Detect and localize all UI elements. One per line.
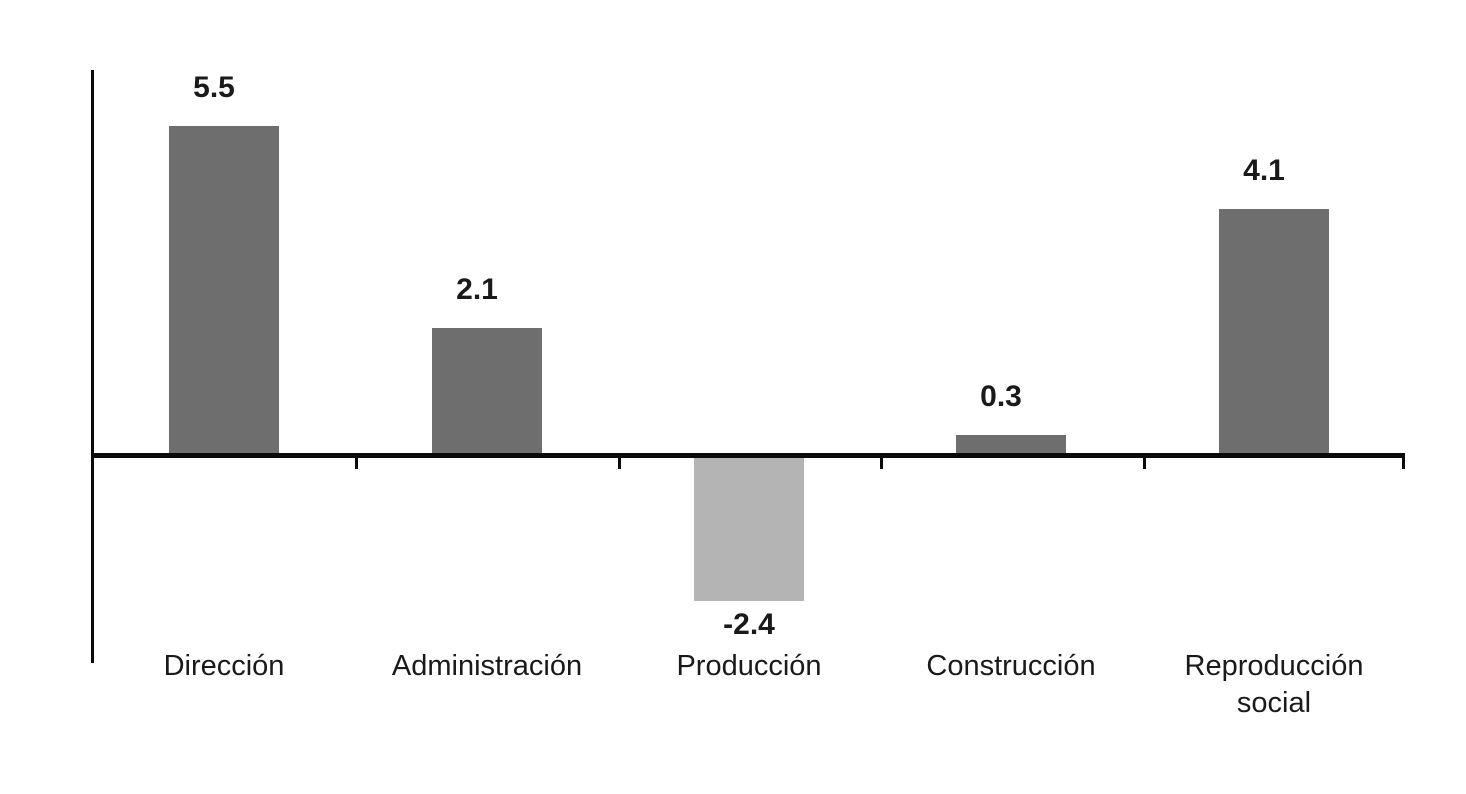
bar [169, 126, 279, 453]
x-axis-tick [880, 453, 883, 469]
bar-value-label: -2.4 [723, 608, 775, 641]
bar [956, 435, 1066, 453]
x-axis-tick [1143, 453, 1146, 469]
y-axis-line [91, 70, 94, 663]
bar [694, 458, 804, 601]
x-axis-category-label: Producción [676, 650, 822, 682]
x-axis-tick [355, 453, 358, 469]
x-axis-line [93, 453, 1405, 458]
x-axis-category-label: Administración [391, 650, 583, 682]
bar [1219, 209, 1329, 453]
bar-value-label: 0.3 [980, 380, 1022, 413]
bar-value-label: 5.5 [193, 71, 235, 104]
bar [432, 328, 542, 453]
bar-value-label: 4.1 [1243, 154, 1285, 187]
bar-value-label: 2.1 [456, 273, 498, 306]
x-axis-category-label: Construcción [926, 650, 1096, 682]
x-axis-category-label: Reproducción social [1184, 650, 1364, 719]
x-axis-tick [1402, 453, 1405, 469]
x-axis-tick [618, 453, 621, 469]
x-axis-category-label: Dirección [163, 650, 285, 682]
